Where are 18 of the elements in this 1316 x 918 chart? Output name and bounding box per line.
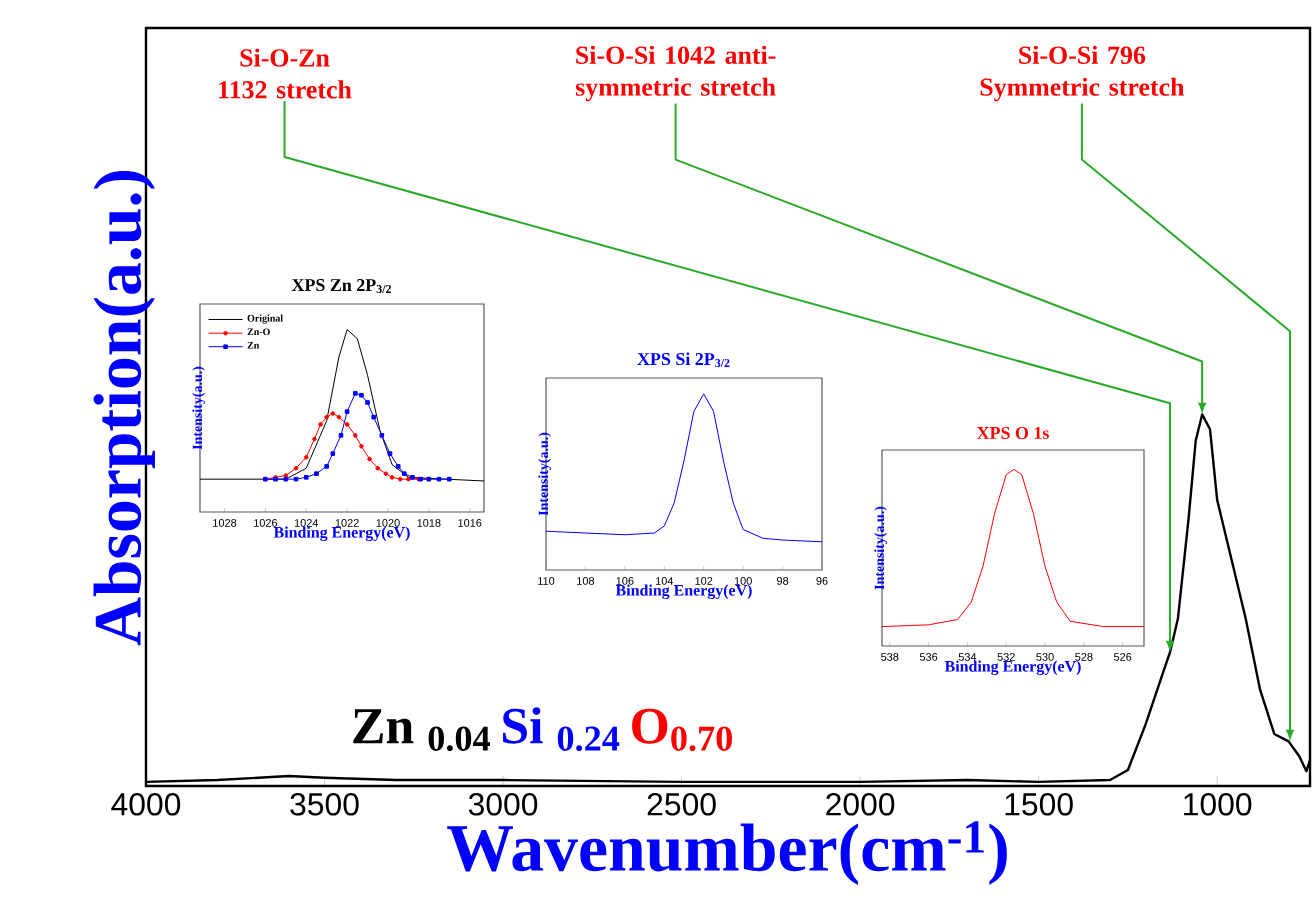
annotation: O$_{0.70}$ bbox=[632, 708, 732, 752]
annotation: Si-O-Si 1042 anti-symmetric stretch bbox=[575, 45, 776, 102]
annotation: Zn $_{0.04}$ bbox=[353, 709, 490, 752]
x-tick-label: 4000 bbox=[111, 793, 181, 816]
chart-title: XPS O 1s bbox=[976, 426, 1049, 440]
chart-title: XPS Zn 2P$_{3/2}$ bbox=[291, 279, 391, 294]
x-tick-label: 3000 bbox=[468, 793, 538, 816]
x-tick-label: 1000 bbox=[1184, 793, 1252, 816]
y-axis-title: Absorption(a.u.) bbox=[93, 170, 155, 646]
x-axis-title: Wavenumber(cm$^{-1}$) bbox=[447, 821, 1007, 886]
annotation: Si $_{0.24}$ bbox=[503, 707, 620, 752]
annotation: Si-O-Zn 1132 stretch bbox=[219, 48, 352, 99]
x-tick-label: 2500 bbox=[647, 793, 716, 816]
chart-title: XPS Si 2P$_{3/2}$ bbox=[637, 352, 730, 368]
x-tick-label: 2000 bbox=[826, 793, 895, 816]
annotation: Si-O-Si 796 Symmetric stretch bbox=[980, 45, 1185, 102]
x-tick-label: 1500 bbox=[1005, 793, 1073, 816]
x-tick-label: 3500 bbox=[290, 793, 359, 816]
